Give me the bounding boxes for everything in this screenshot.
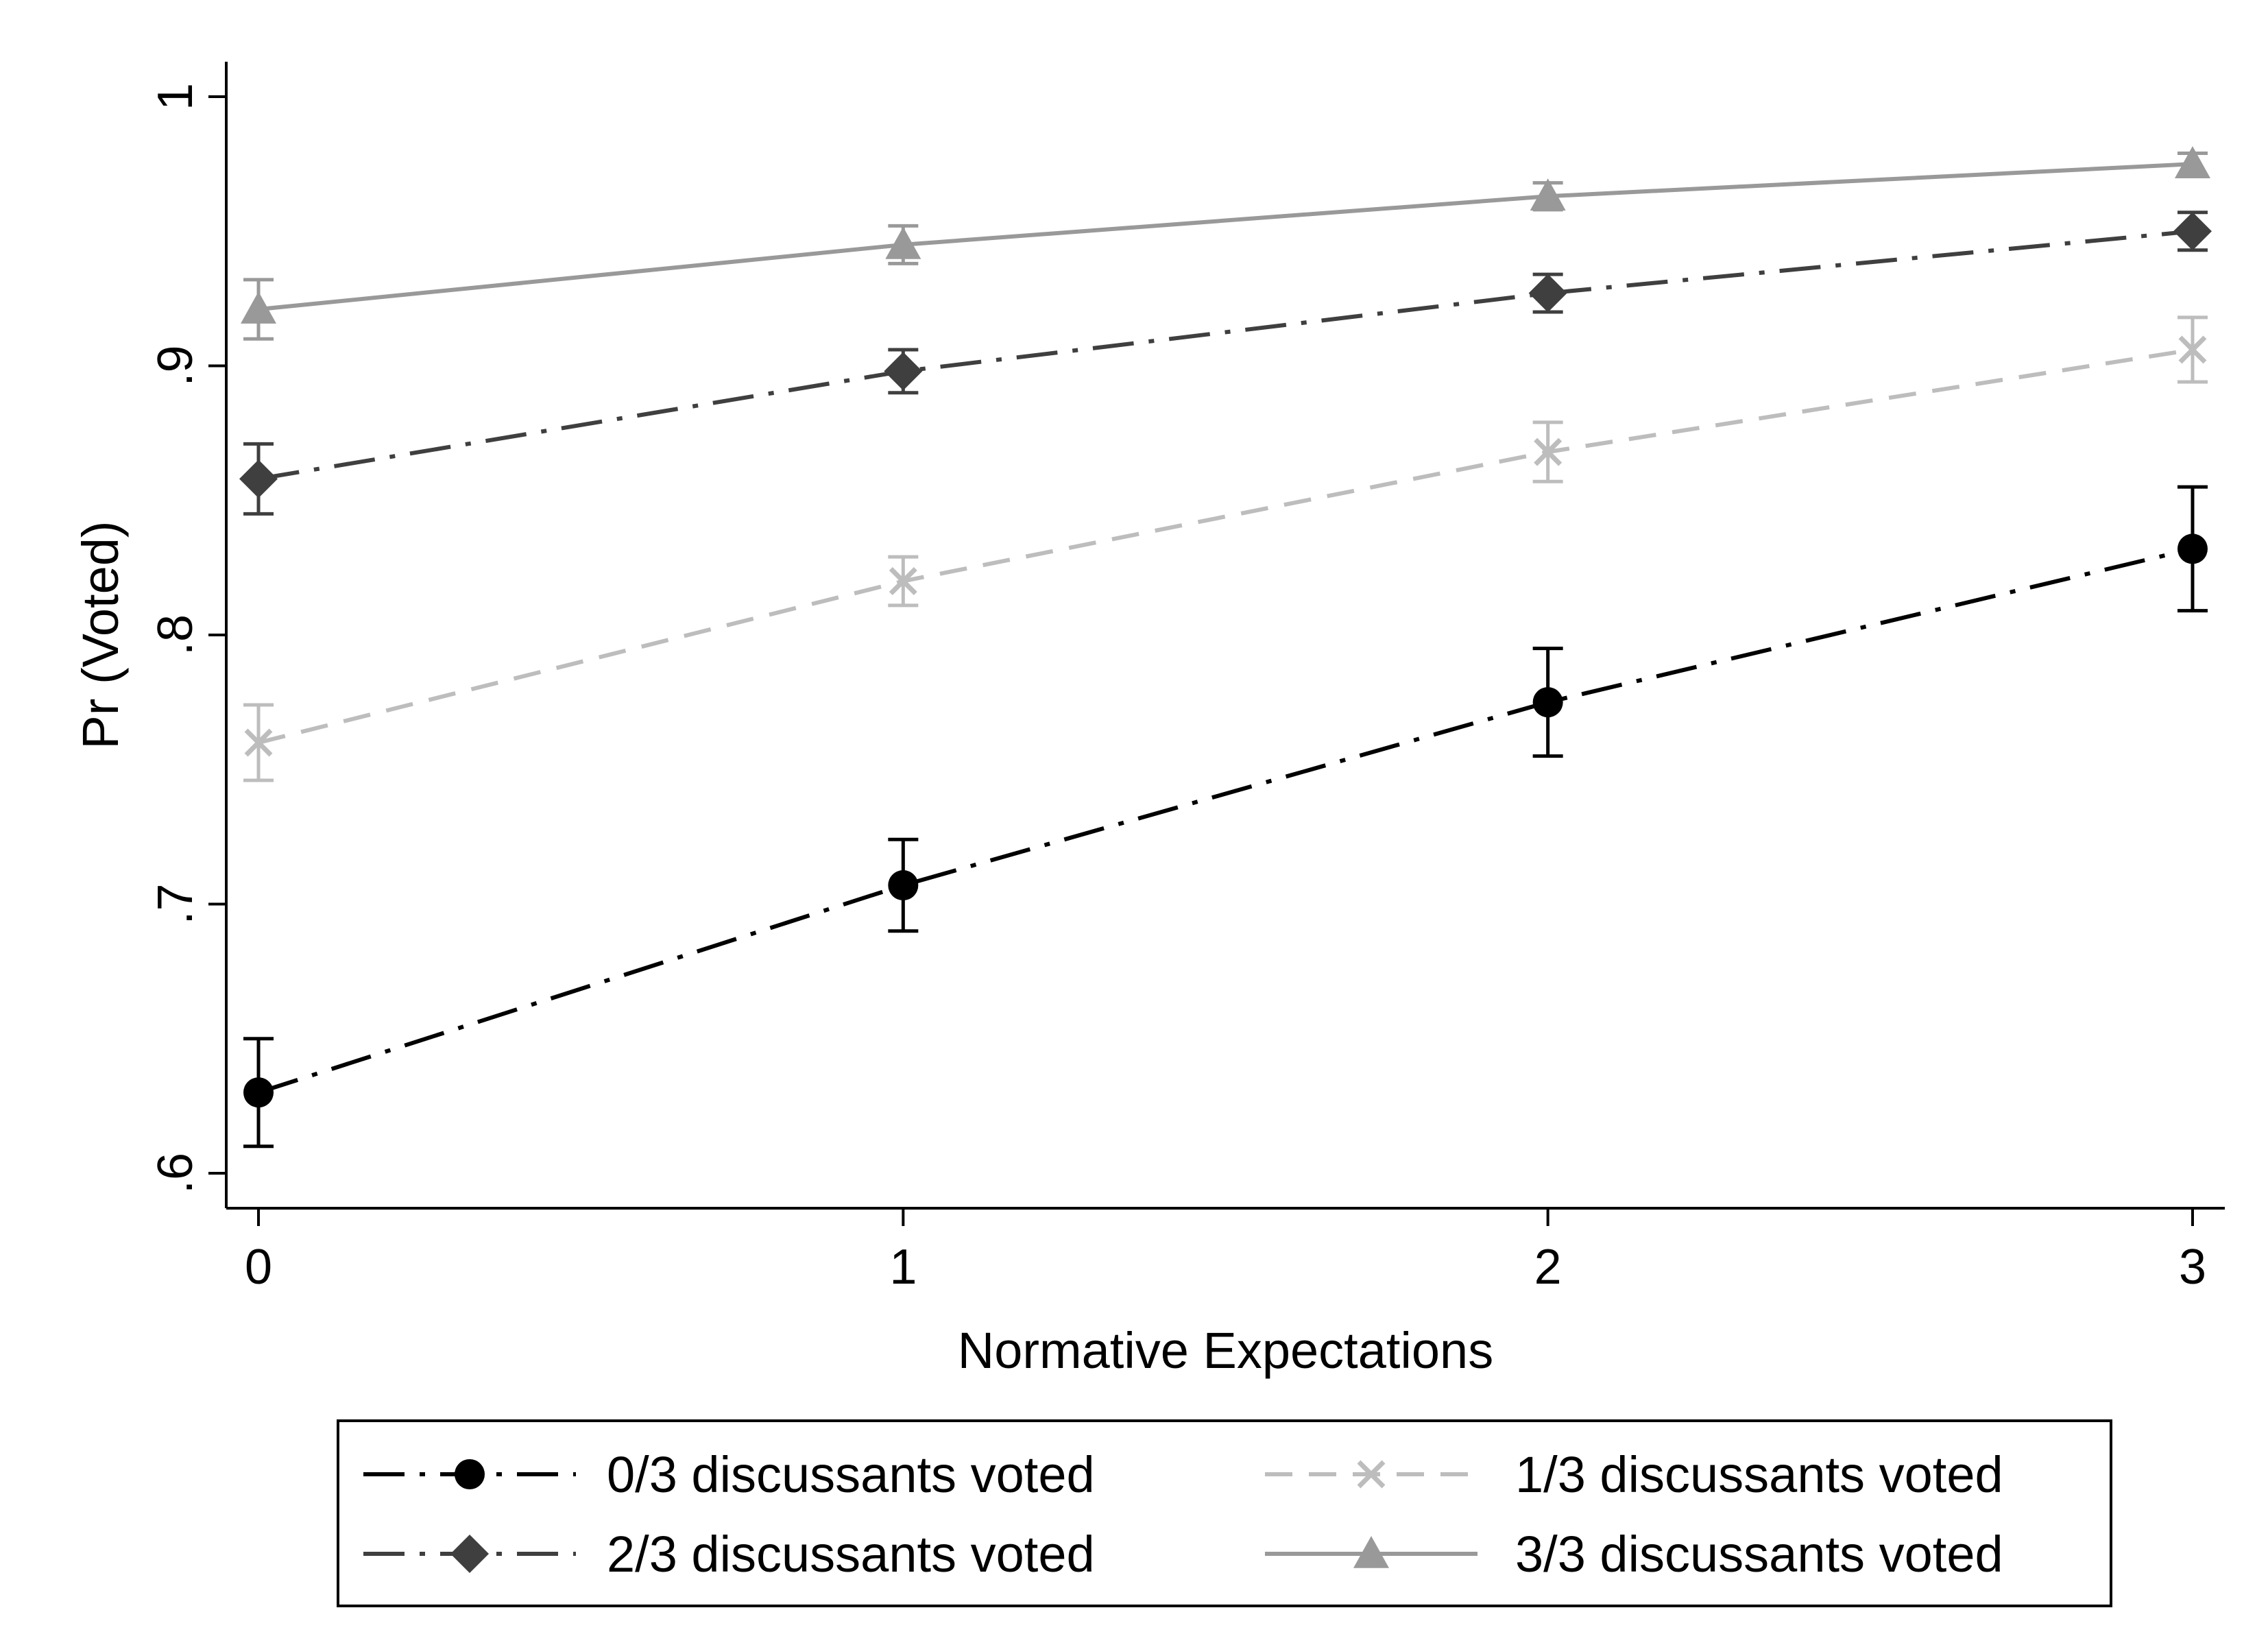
legend-item: 0/3 discussants voted [363,1446,1095,1503]
axes: .6 .7 .8 .9 1 0 1 2 3 [148,62,2225,1295]
data-point [244,728,273,757]
data-point [884,352,923,391]
data-point [2174,146,2210,178]
x-tick-label: 0 [245,1240,272,1295]
y-tick-label: .8 [148,614,203,656]
legend-item: 3/3 discussants voted [1265,1526,2003,1583]
series-1 [243,315,2208,782]
y-tick-label: .9 [148,345,203,386]
data-point [2177,533,2208,564]
series-2 [239,211,2212,516]
legend-label: 3/3 discussants voted [1515,1526,2003,1583]
data-point [1534,437,1563,466]
y-tick-label: .7 [148,883,203,924]
legend-label: 0/3 discussants voted [607,1446,1095,1503]
data-point [2178,335,2207,364]
legend-label: 2/3 discussants voted [607,1526,1095,1583]
legend-marker [455,1459,485,1489]
series-line [258,547,2193,1095]
data-point [885,226,921,259]
data-point [1532,687,1563,718]
y-tick-label: .6 [148,1153,203,1194]
series-line [258,162,2193,312]
data-point [2173,212,2212,251]
legend-marker [450,1535,489,1573]
x-tick-label: 3 [2179,1240,2206,1295]
y-axis-title: Pr (Voted) [72,520,129,749]
data-point [239,459,278,499]
series-line [258,229,2193,481]
data-point [243,1077,274,1108]
y-tick-label: 1 [148,83,203,110]
data-point [241,291,277,324]
legend-item: 2/3 discussants voted [363,1526,1095,1583]
legend-label: 1/3 discussants voted [1515,1446,2003,1503]
series-layer [239,146,2212,1149]
legend-box [337,1419,2112,1607]
legend-item: 1/3 discussants voted [1265,1446,2003,1503]
x-axis-title: Normative Expectations [958,1322,1493,1379]
legend: 0/3 discussants voted 1/3 discussants vot… [337,1419,2112,1607]
data-point [889,567,917,595]
data-point [1528,274,1567,313]
x-tick-label: 1 [889,1240,917,1295]
series-line [258,347,2193,745]
legend-marker [1353,1536,1389,1568]
data-point [1530,178,1566,211]
legend-marker [1357,1460,1386,1489]
series-0 [243,485,2208,1149]
data-point [888,870,919,901]
series-3 [241,146,2210,341]
x-tick-label: 2 [1534,1240,1562,1295]
